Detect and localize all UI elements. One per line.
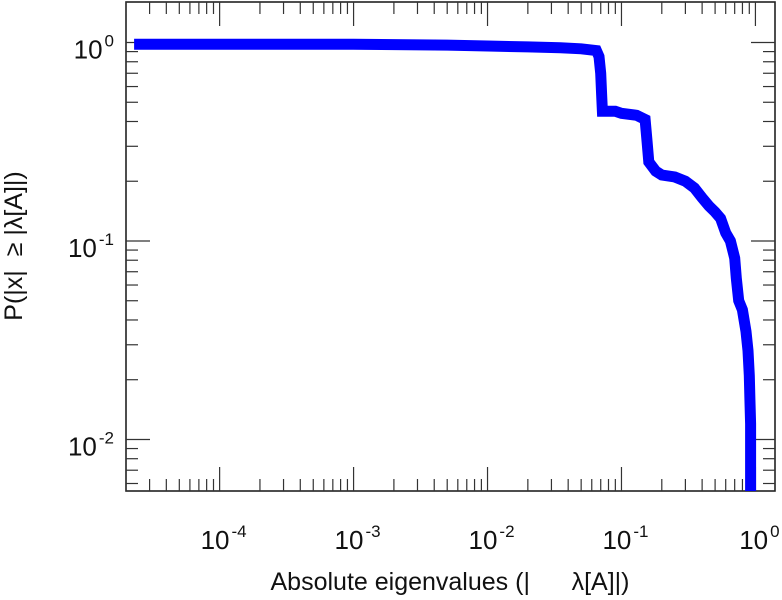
x-tick-label: 10 -1	[602, 522, 648, 555]
x-tick-label: 10 -3	[335, 522, 381, 555]
y-tick-label: 10 -2	[68, 428, 114, 461]
series-line	[134, 38, 757, 491]
tick-marks	[125, 2, 775, 491]
y-axis-title: P(|x| ≥ |λ[A]|)	[0, 171, 28, 320]
x-tick-labels: 10 -4 10 -3 10 -2 10 -1 10 0	[201, 522, 780, 555]
x-tick-label: 10 -2	[469, 522, 515, 555]
x-tick-label: 10 -4	[201, 522, 247, 555]
y-tick-label: 10 -1	[68, 230, 114, 263]
x-axis-title: Absolute eigenvalues (| λ[A]|)	[271, 568, 630, 596]
y-tick-label: 10 0	[74, 32, 114, 65]
x-tick-label: 10 0	[739, 522, 779, 555]
plot-frame	[125, 1, 776, 492]
series-group	[134, 38, 757, 491]
